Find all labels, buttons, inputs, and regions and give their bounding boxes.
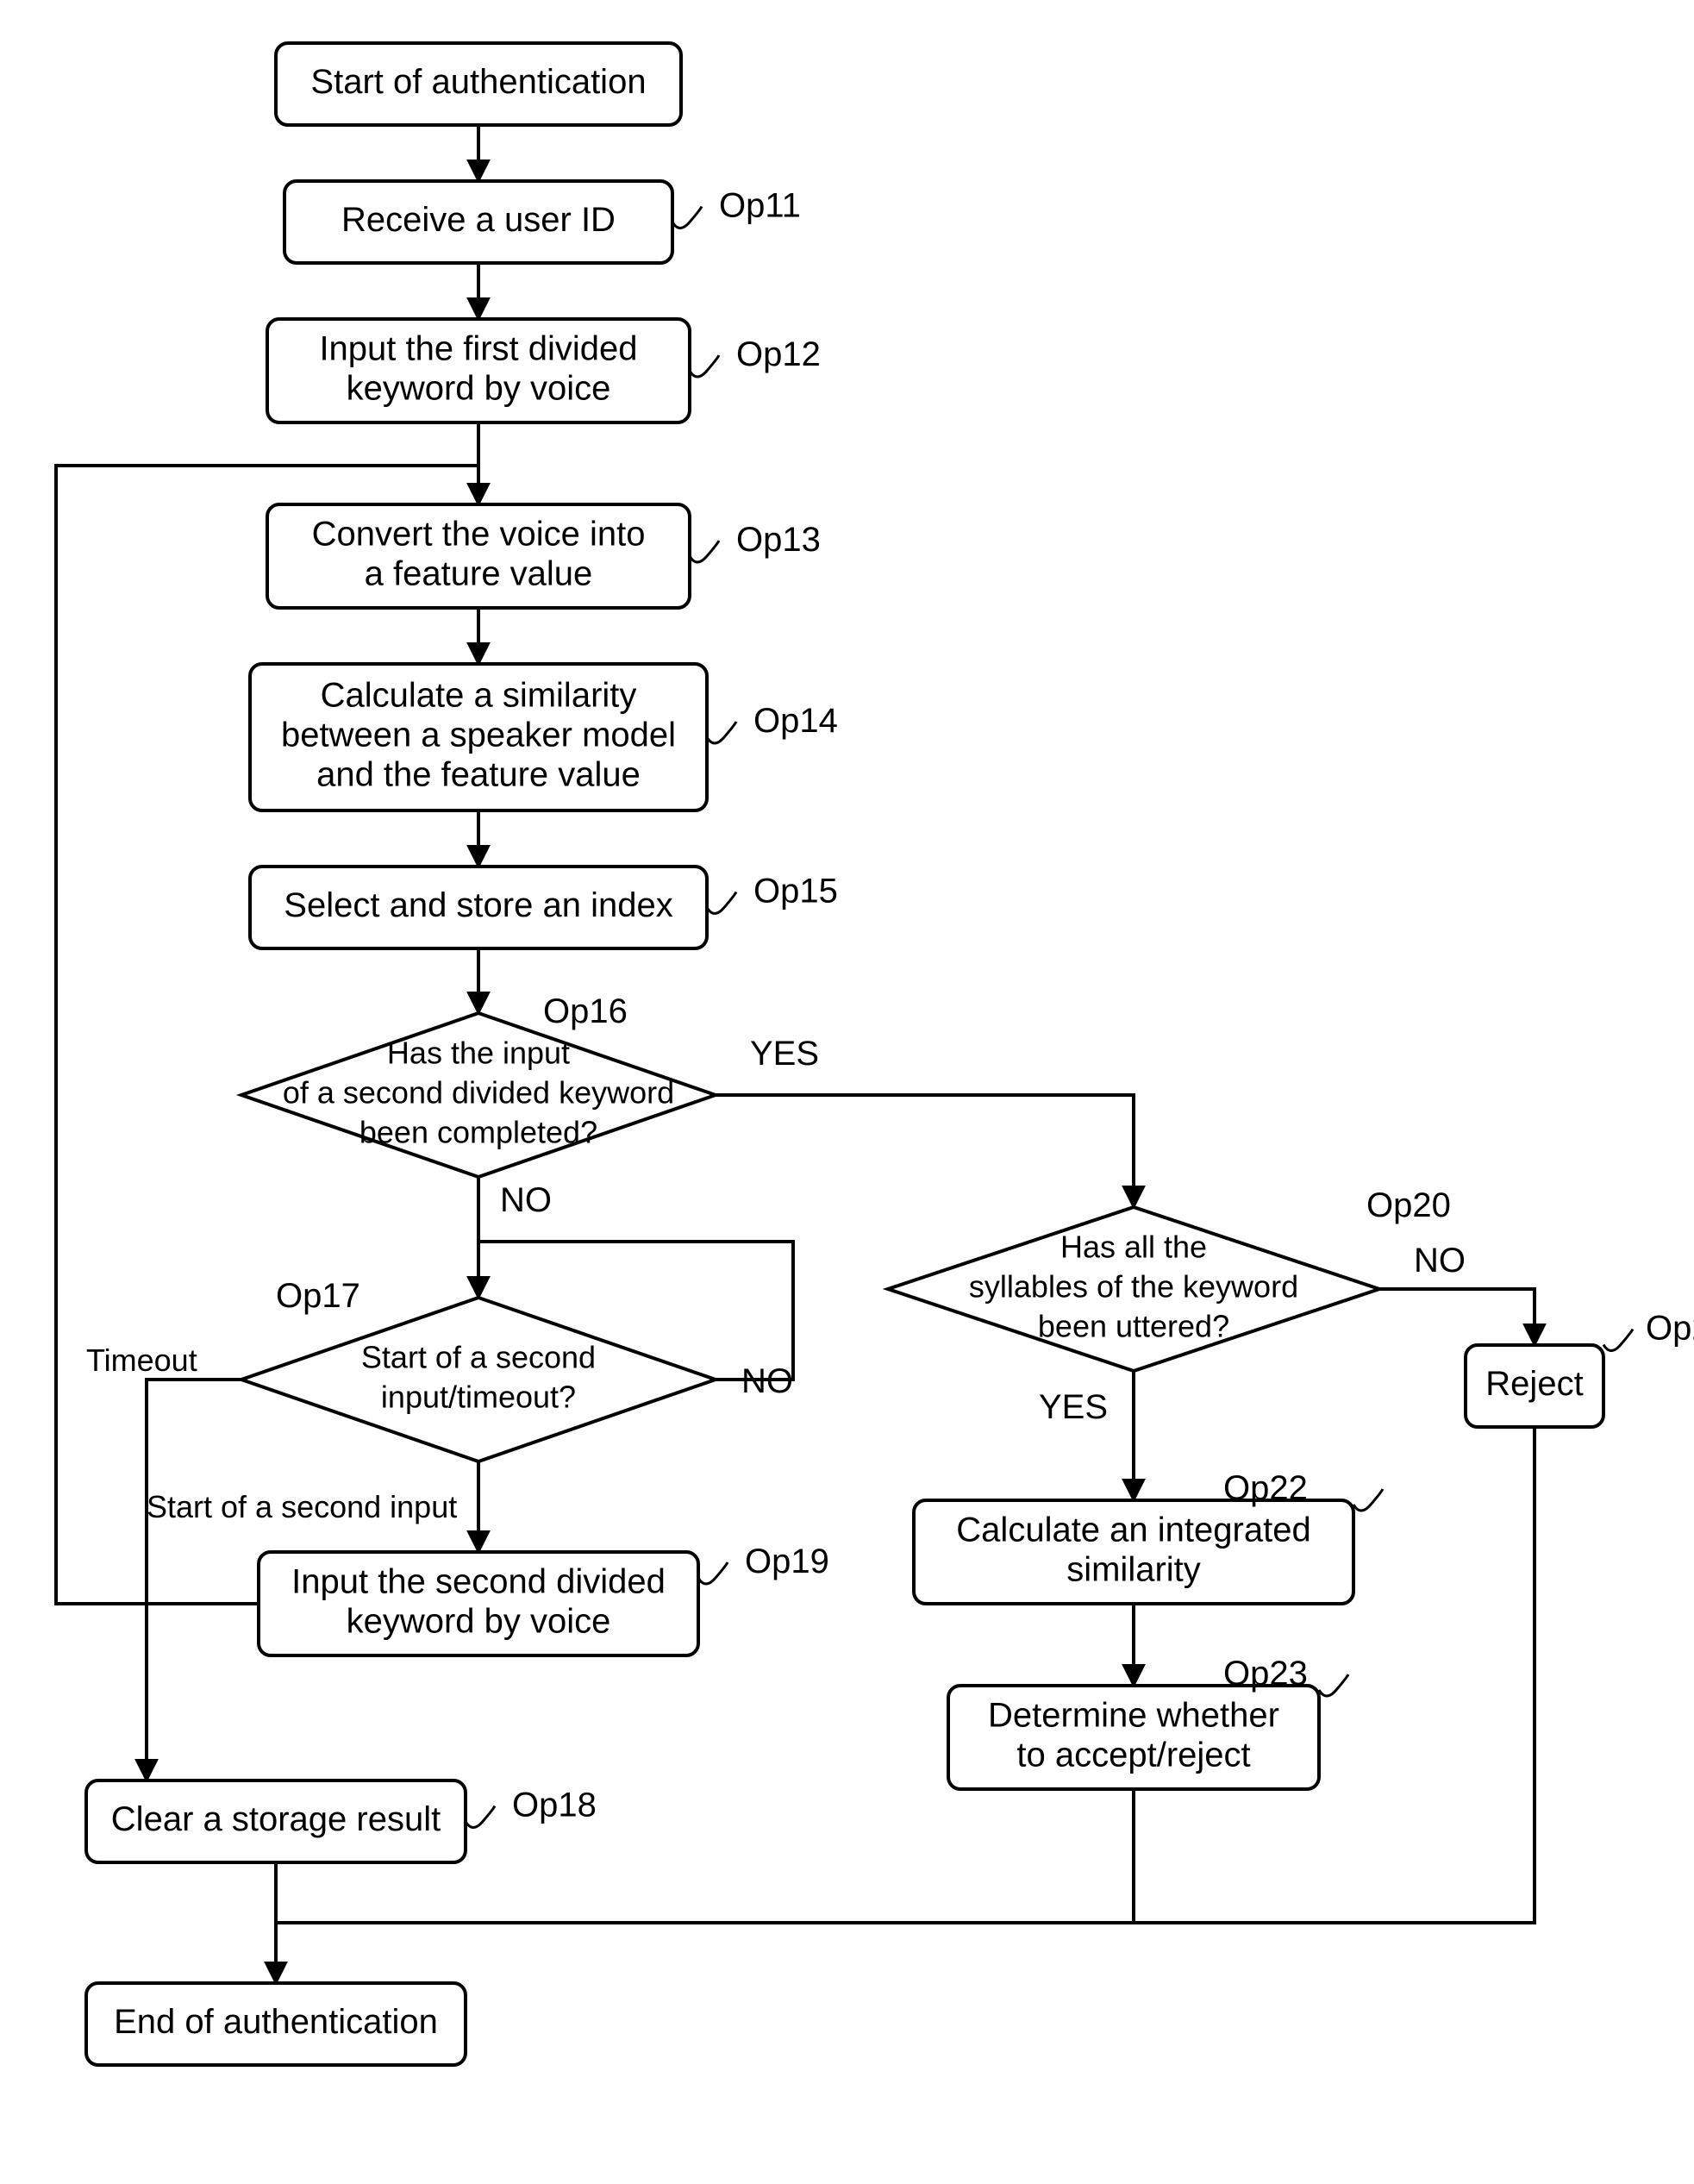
edge-label-no16: NO [500,1181,552,1219]
op14-text: and the feature value [316,756,641,794]
op15-oplabel: Op15 [753,873,838,911]
op12-text: Input the first divided [319,330,637,368]
leader-squiggle [1603,1330,1633,1351]
op14-text: between a speaker model [281,717,676,754]
op12-oplabel: Op12 [736,335,821,373]
leader-squiggle [707,892,736,914]
op13-text: a feature value [365,555,593,593]
flowchart: Start of authentication Receive a user ID… [0,0,1694,2184]
leader-squiggle [698,1562,728,1584]
op20-text: Has all the [1060,1230,1207,1265]
edge-label-no20: NO [1414,1242,1466,1280]
op22-oplabel: Op22 [1223,1469,1308,1507]
op18-text: Clear a storage result [111,1800,441,1838]
leader-squiggle [707,722,736,743]
op16-text: Has the input [387,1036,570,1071]
op17-oplabel: Op17 [276,1277,360,1315]
edge-label-timeout: Timeout [86,1342,197,1378]
op16-text: been completed? [359,1115,597,1150]
op23-text: Determine whether [988,1697,1279,1735]
edge-label-yes16: YES [750,1035,819,1073]
connector [1379,1289,1535,1345]
op23-text: to accept/reject [1016,1737,1250,1774]
op12-text: keyword by voice [347,370,611,408]
leader-squiggle [466,1806,495,1828]
op20-text: syllables of the keyword [969,1269,1298,1305]
edge-label-no17: NO [741,1362,793,1400]
leader-squiggle [1319,1674,1348,1696]
op21-oplabel: Op21 [1646,1310,1694,1348]
connector [716,1095,1134,1207]
start-text: Start of authentication [310,63,646,101]
op14-text: Calculate a similarity [321,677,637,715]
op19-text: Input the second divided [291,1563,666,1601]
op13-oplabel: Op13 [736,521,821,559]
op22-text: similarity [1066,1551,1201,1589]
op14-oplabel: Op14 [753,702,838,740]
op19-text: keyword by voice [347,1603,611,1641]
edge-label-yes20: YES [1039,1388,1108,1426]
end-text: End of authentication [114,2003,438,2041]
op21-text: Reject [1485,1365,1583,1403]
op17-text: Start of a second [361,1340,596,1375]
leader-squiggle [690,355,719,377]
leader-squiggle [690,541,719,562]
op16-oplabel: Op16 [543,992,628,1030]
op11-oplabel: Op11 [719,187,801,225]
op18-oplabel: Op18 [512,1787,597,1824]
op15-text: Select and store an index [284,886,672,924]
op11-text: Receive a user ID [341,201,616,239]
edge-label-start2: Start of a second input [147,1489,457,1524]
op23-oplabel: Op23 [1223,1655,1308,1693]
op20-text: been uttered? [1038,1309,1229,1344]
op22-text: Calculate an integrated [956,1511,1310,1549]
op19-oplabel: Op19 [745,1543,829,1580]
leader-squiggle [672,207,702,228]
op16-text: of a second divided keyword [283,1075,674,1111]
op17-text: input/timeout? [381,1380,576,1415]
connector [147,1380,241,1780]
leader-squiggle [1353,1489,1383,1511]
op13-text: Convert the voice into [312,516,646,554]
op20-oplabel: Op20 [1366,1186,1451,1224]
